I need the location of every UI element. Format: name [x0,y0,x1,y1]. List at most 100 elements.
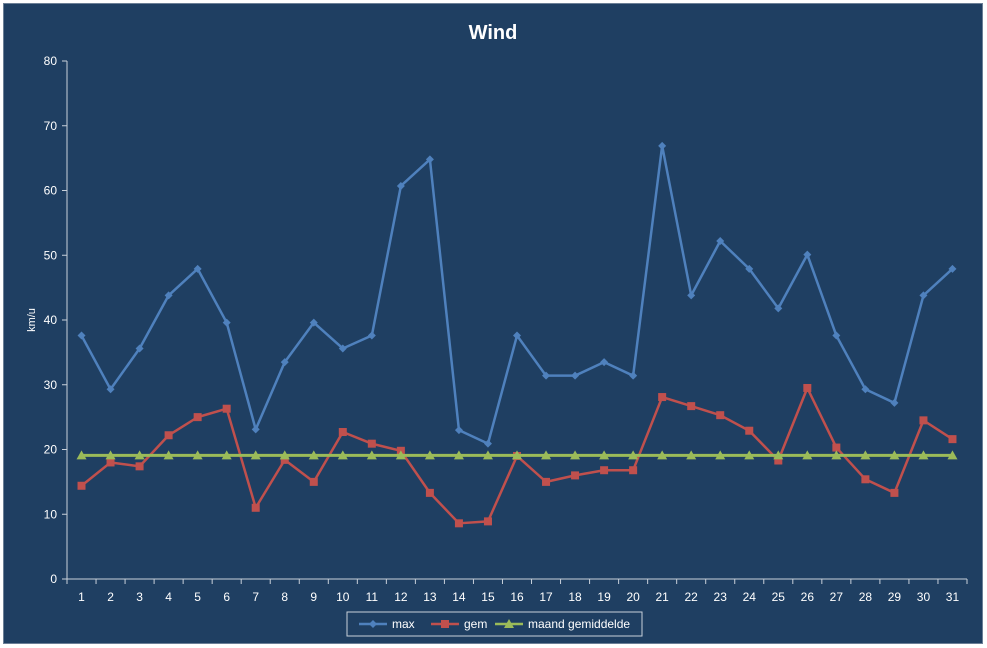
data-point-max [251,425,260,434]
data-point-max [193,264,202,273]
data-point-maand-gemiddelde [134,450,145,460]
y-tick-label: 50 [44,248,58,262]
x-tick-label: 15 [481,590,495,604]
data-point-max [454,426,463,435]
data-point-maand-gemiddelde [308,450,319,460]
data-point-gem [658,393,667,402]
data-point-max [919,291,928,300]
data-point-gem [309,477,318,486]
x-tick-label: 21 [655,590,669,604]
data-point-gem [193,413,202,422]
x-tick-label: 6 [223,590,230,604]
data-point-max [745,264,754,273]
data-point-gem [106,458,115,467]
x-tick-label: 16 [510,590,524,604]
data-point-gem [77,481,86,490]
data-point-gem [571,471,580,480]
y-tick-label: 60 [44,184,58,198]
data-point-gem [542,477,551,486]
data-point-gem [629,466,638,475]
data-point-gem [861,475,870,484]
x-tick-label: 26 [801,590,815,604]
data-point-maand-gemiddelde [773,450,784,460]
data-point-max [890,398,899,407]
y-tick-label: 0 [50,572,57,586]
x-tick-label: 13 [423,590,437,604]
data-point-maand-gemiddelde [482,450,493,460]
x-tick-label: 30 [917,590,931,604]
x-tick-label: 29 [888,590,902,604]
data-point-maand-gemiddelde [424,450,435,460]
data-point-maand-gemiddelde [76,450,87,460]
data-point-max [222,318,231,327]
x-tick-label: 4 [165,590,172,604]
x-tick-label: 22 [685,590,699,604]
x-tick-label: 31 [946,590,960,604]
data-point-maand-gemiddelde [686,450,697,460]
data-point-max [309,318,318,327]
data-point-maand-gemiddelde [744,450,755,460]
data-point-gem [774,456,783,465]
x-tick-label: 3 [136,590,143,604]
data-point-maand-gemiddelde [599,450,610,460]
data-point-maand-gemiddelde [453,450,464,460]
data-point-max [600,358,609,367]
data-point-maand-gemiddelde [947,450,958,460]
data-point-gem [135,462,144,471]
data-point-gem [890,488,899,497]
y-tick-label: 80 [44,54,58,68]
data-point-max [396,181,405,190]
data-point-max [861,385,870,394]
data-point-gem [832,443,841,452]
data-point-gem [948,435,957,444]
data-point-max [135,344,144,353]
data-point-max [716,237,725,246]
data-point-max [164,291,173,300]
legend-box [346,611,643,637]
legend-swatch-marker [441,620,449,628]
data-point-max [367,331,376,340]
x-tick-label: 12 [394,590,408,604]
data-point-max [687,291,696,300]
x-tick-label: 8 [281,590,288,604]
data-point-max [774,304,783,313]
data-point-maand-gemiddelde [221,450,232,460]
legend-label: gem [464,617,487,631]
data-point-gem [803,383,812,392]
data-point-maand-gemiddelde [889,450,900,460]
data-point-gem [425,488,434,497]
x-tick-label: 7 [252,590,259,604]
data-point-maand-gemiddelde [279,450,290,460]
data-point-gem [164,431,173,440]
data-point-max [513,331,521,340]
data-point-gem [280,455,289,464]
y-tick-label: 20 [44,443,58,457]
data-point-maand-gemiddelde [802,450,813,460]
x-tick-label: 14 [452,590,466,604]
x-tick-label: 25 [772,590,786,604]
x-tick-label: 18 [568,590,582,604]
x-tick-label: 24 [743,590,757,604]
data-point-gem [367,439,376,448]
x-tick-label: 19 [597,590,611,604]
data-point-max [106,385,115,394]
data-point-max [542,371,551,380]
legend-label: max [392,617,415,631]
data-point-max [425,155,434,164]
data-point-maand-gemiddelde [860,450,871,460]
x-tick-label: 17 [539,590,553,604]
x-tick-label: 10 [336,590,350,604]
chart-title: Wind [468,22,518,44]
x-tick-label: 11 [366,590,379,604]
data-point-maand-gemiddelde [570,450,581,460]
data-point-max [658,141,667,150]
data-point-maand-gemiddelde [337,450,348,460]
data-point-maand-gemiddelde [715,450,726,460]
x-tick-label: 1 [78,590,85,604]
data-point-maand-gemiddelde [395,450,406,460]
data-point-max [803,250,812,259]
data-point-max [483,439,492,448]
y-axis-label: km/u [26,308,38,332]
data-point-gem [919,416,928,425]
